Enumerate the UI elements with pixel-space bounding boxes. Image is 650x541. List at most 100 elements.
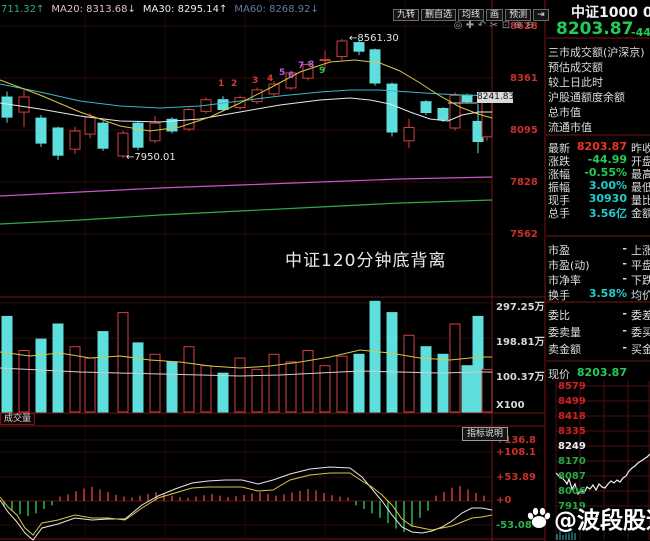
quote-row: 涨跌 -44.99 开盘 [548,153,650,168]
zoom-in-icon[interactable]: ⊕ [513,20,523,31]
row-value: 3.56亿 [588,207,627,220]
row-label: 市盈 [548,244,570,257]
toolbar-button-均线[interactable]: 均线 [458,9,485,21]
chart-toolbar: 九转 删自选 均线画预测 ⇥ [391,2,549,21]
row-label: 市盈(动) [548,259,590,272]
quote-row: 总手 3.56亿 金额 [548,205,650,220]
ma-value: MA20: 8313.68↓ [51,4,136,15]
row-label-2: 最低 [631,181,650,194]
row-label: 委卖量 [548,326,581,339]
row-label: 卖金额 [548,343,581,356]
toolbar-button-预测[interactable]: 预测 [505,9,532,21]
row-label-2: 均价 [631,289,650,302]
indicator-tab[interactable]: 成交量 [0,413,36,425]
row-label-2: 开盘 [631,155,650,168]
row-value: 30930 [588,192,627,205]
row-value: - [622,307,627,320]
row-label: 沪股通额度余额 [548,91,625,104]
lock-icon[interactable]: ⊡ [501,20,511,31]
indicator-axis-label: -53.08 [496,520,532,531]
instrument-title: 中证1000 00 [571,5,650,21]
intraday-axis-label: 8499 [558,396,586,407]
zoom-out-icon[interactable]: ⊖ [525,20,535,31]
indicator-axis-label: +136.8 [496,435,537,446]
row-label-2: 量比 [631,194,650,207]
row-value: -0.55% [584,166,627,179]
intraday-axis-label: 8335 [558,426,586,437]
row-label-2: 平盘 [631,259,650,272]
intraday-axis-label: 8170 [558,456,586,467]
ma-value: MA60: 8268.92↓ [234,4,319,15]
row-label: 总手 [548,207,570,220]
eye-icon[interactable]: ◎ [453,20,463,31]
nine-turn-number: 9 [319,66,326,76]
intraday-axis-label: 8579 [558,381,586,392]
hand-icon[interactable]: ✚ [465,20,475,31]
row-label: 流通市值 [548,121,592,134]
row-label: 最新 [548,142,570,155]
indicator-axis-label: +108.1 [496,447,537,458]
intraday-axis-label: 8006 [558,486,586,497]
high-annotation: ←8561.30 [349,33,399,44]
ratio-row: 市净率 - 下跌 [548,272,650,287]
row-value: 8203.87 [576,366,627,379]
row-label-2: 委买 [631,326,650,339]
scissors-icon[interactable]: ✂ [489,20,499,31]
row-label: 三市成交额(沪深京) [548,46,645,59]
order-row: 委比 - 委差 [548,307,650,322]
row-label-2: 金额 [631,207,650,220]
nine-turn-number: 5 [279,68,286,78]
row-label: 委比 [548,309,570,322]
current-price-row: 现价 8203.87 [548,366,650,381]
row-label-2: 下跌 [631,274,650,287]
intraday-axis-label: 8418 [558,411,586,422]
info-row: 较上日此时 [548,74,650,89]
indicator-help-button[interactable]: 指标说明 [462,427,509,441]
row-label: 现价 [548,368,570,381]
quote-row: 最新 8203.87 昨收 [548,140,650,155]
row-label-2: 最高 [631,168,650,181]
watermark: @波段股道 [524,501,650,535]
row-value: - [622,242,627,255]
indicator-axis-label: +0 [496,495,512,506]
ratio-row: 换手 3.58% 均价 [548,287,650,302]
watermark-text: @波段股道 [554,508,650,534]
quote-row: 现手 30930 量比 [548,192,650,207]
row-label: 市净率 [548,274,581,287]
ma-values-row: 711.32↑ MA20: 8313.68↓ MA30: 8295.14↑ MA60:… [1,4,326,15]
price-axis-label: 7828 [510,177,538,188]
low-annotation: ←7950.01 [126,152,176,163]
undo-icon[interactable]: ↶ [477,20,487,31]
info-row: 沪股通额度余额 [548,89,650,104]
price-axis-label: 7562 [510,229,538,240]
toolbar-button-九转[interactable]: 九转 [393,9,420,21]
price-axis-label: 8628 [510,21,538,32]
toolbar-button-⇥[interactable]: ⇥ [533,9,549,21]
quote-row: 涨幅 -0.55% 最高 [548,166,650,181]
info-row: 预估成交额 [548,59,650,74]
row-value: 3.58% [588,287,627,300]
last-price-tag: 8241.83 [477,92,513,103]
quote-row: 振幅 3.00% 最低 [548,179,650,194]
row-label-2: 上涨 [631,244,650,257]
price-axis-label: 8095 [510,125,538,136]
row-label: 较上日此时 [548,76,603,89]
toolbar-button-删自选[interactable]: 删自选 [421,9,457,21]
row-value: - [622,257,627,270]
nine-turn-number: 2 [231,79,238,89]
order-row: 卖金额 - 买金 [548,341,650,356]
quote-panel: 中证1000 00 8203.87 -44.99 三市成交额(沪深京) 预估成交额… [546,0,650,541]
row-label: 换手 [548,289,570,302]
chart-tool-icons: ◎ ✚ ↶ ✂ ⊡ ⊕ ⊖ [452,13,536,32]
row-value: - [622,272,627,285]
row-value: 3.00% [588,179,627,192]
volume-axis-label: 100.37万 [496,372,545,383]
toolbar-button-画[interactable]: 画 [486,9,504,21]
intraday-axis-label: 8087 [558,471,586,482]
row-label: 振幅 [548,181,570,194]
row-label: 涨跌 [548,155,570,168]
nine-turn-number: 3 [252,76,259,86]
price-axis-label: 8361 [510,73,538,84]
info-row: 三市成交额(沪深京) [548,44,650,59]
